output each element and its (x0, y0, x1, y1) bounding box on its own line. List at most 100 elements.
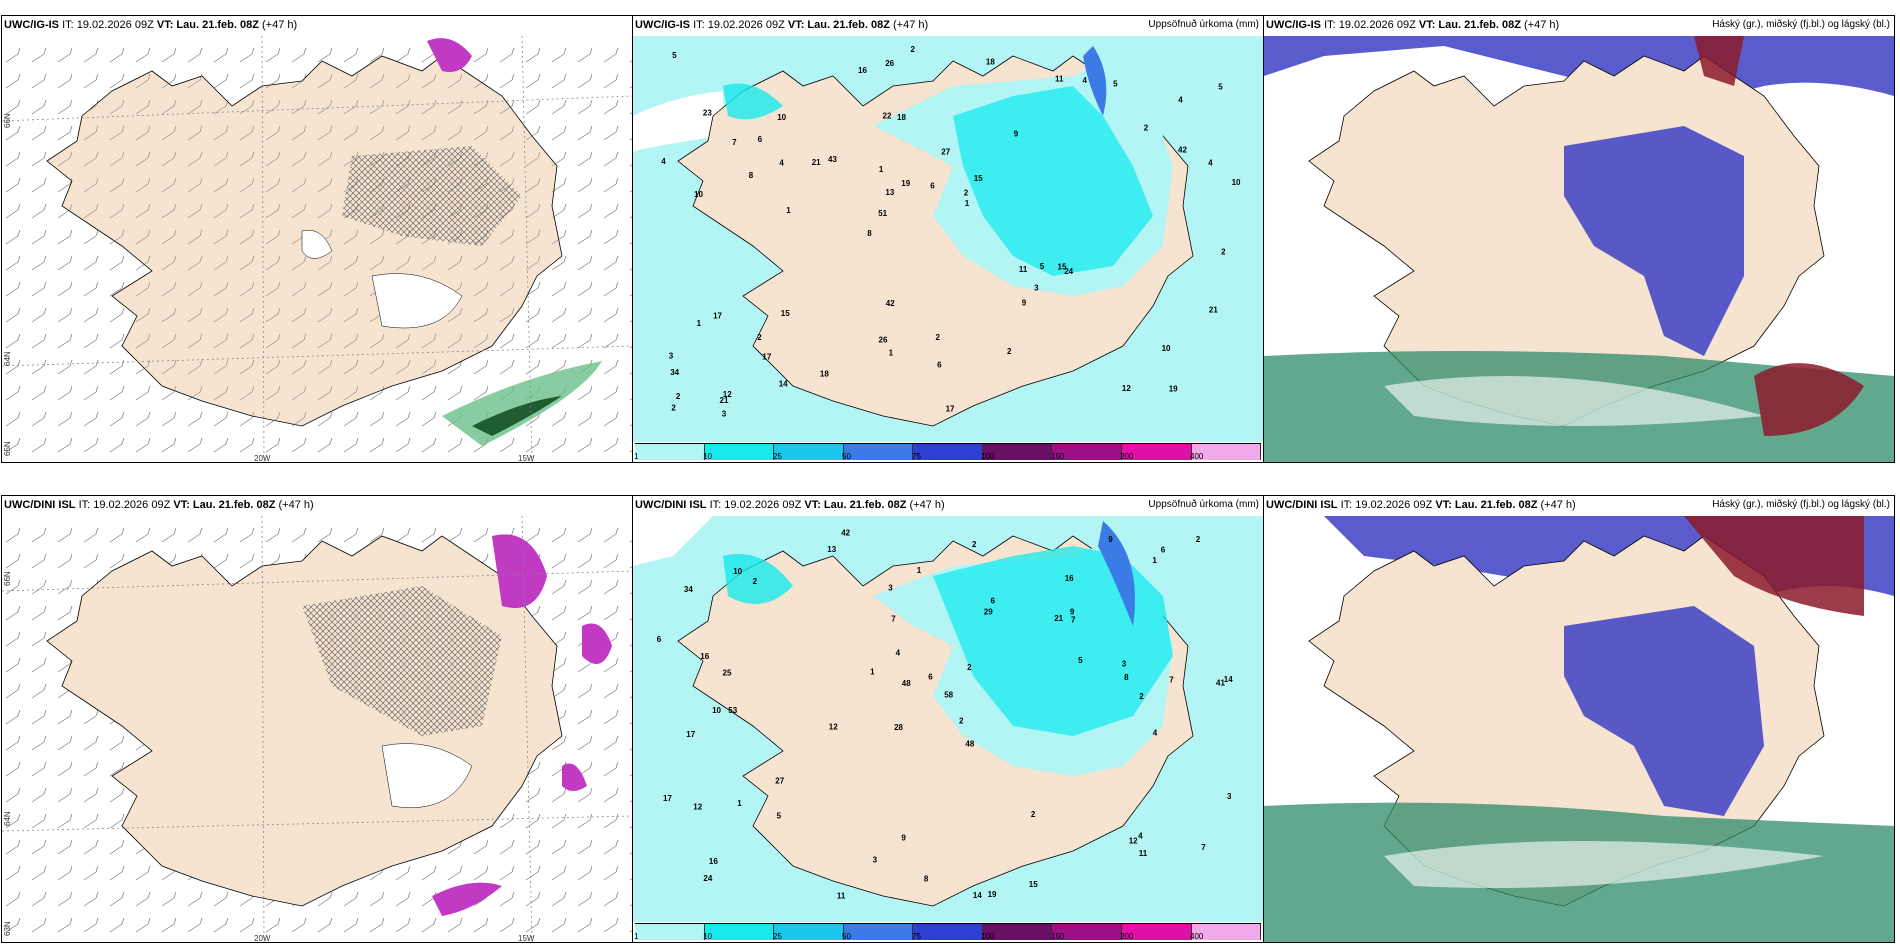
precip-station-value: 19 (1169, 384, 1178, 393)
colorbar-tick: 150 (1051, 932, 1065, 941)
precip-station-value: 12 (1122, 384, 1131, 393)
panel-header: UWC/IG-IS IT: 19.02.2026 09Z VT: Lau. 21… (4, 19, 297, 31)
precip-station-value: 1 (1152, 556, 1157, 565)
panel-header: UWC/DINI ISL IT: 19.02.2026 09Z VT: Lau.… (1266, 499, 1576, 511)
precip-station-value: 2 (959, 717, 964, 726)
precip-station-value: 17 (762, 353, 771, 362)
colorbar-swatch (704, 924, 775, 940)
precip-station-value: 1 (697, 319, 702, 328)
precip-station-value: 3 (1122, 660, 1127, 669)
lat-label-66n: 66N (3, 571, 12, 586)
precip-station-value: 27 (775, 777, 784, 786)
precip-station-value: 2 (967, 663, 972, 672)
precip-station-value: 4 (1153, 728, 1158, 737)
init-time: IT: 19.02.2026 09Z (78, 499, 171, 511)
precip-station-value: 6 (991, 596, 996, 605)
precip-station-value: 23 (703, 108, 712, 117)
precip-station-value: 8 (867, 229, 872, 238)
colorbar-swatch (704, 444, 775, 460)
precip-station-value: 3 (873, 856, 878, 865)
colorbar-swatch (635, 924, 705, 940)
precip-station-value: 26 (885, 59, 894, 68)
precip-station-value: 21 (812, 158, 821, 167)
panel-header: UWC/DINI ISL IT: 19.02.2026 09Z VT: Lau.… (4, 499, 314, 511)
precip-station-value: 15 (974, 174, 983, 183)
colorbar-tick: 150 (1051, 452, 1065, 461)
lat-label-66n: 66N (3, 113, 12, 128)
lead-time: (+47 h) (262, 19, 298, 31)
precip-station-value: 9 (1022, 298, 1027, 307)
precip-station-value: 2 (1031, 810, 1036, 819)
vt-label: VT: (173, 499, 190, 511)
colorbar-tick: 25 (773, 932, 782, 941)
precip-station-value: 2 (1144, 123, 1149, 132)
precip-station-value: 10 (712, 706, 721, 715)
precip-station-value: 53 (728, 706, 737, 715)
colorbar-swatch (1052, 924, 1122, 940)
precip-station-value: 5 (1040, 262, 1045, 271)
lead-time: (+47 h) (1524, 19, 1560, 31)
panel-wind-top: UWC/IG-IS IT: 19.02.2026 09Z VT: Lau. 21… (1, 15, 633, 463)
precip-station-value: 21 (1209, 305, 1218, 314)
precip-station-value: 1 (786, 206, 791, 215)
precip-station-value: 4 (1138, 832, 1143, 841)
precip-station-value: 2 (1007, 347, 1012, 356)
precip-station-value: 26 (879, 336, 888, 345)
precip-station-value: 2 (757, 333, 762, 342)
precip-station-value: 15 (1058, 262, 1067, 271)
colorbar-tick: 1 (634, 932, 639, 941)
precip-station-value: 48 (965, 740, 974, 749)
valid-time: Lau. 21.feb. 08Z (192, 499, 276, 511)
model-name: UWC/IG-IS (1266, 19, 1321, 31)
colorbar-swatch (913, 444, 983, 460)
colorbar-swatch (982, 924, 1053, 940)
precip-station-value: 2 (676, 392, 681, 401)
vt-label: VT: (1435, 499, 1452, 511)
precip-station-value: 9 (1070, 607, 1075, 616)
precip-station-value: 12 (829, 723, 838, 732)
precip-station-value: 5 (1078, 656, 1083, 665)
colorbar-swatch (1191, 444, 1262, 460)
colorbar-labels-bottom: 1 10 25 50 75 100 150 200 400 (634, 932, 1260, 942)
precip-station-value: 16 (709, 857, 718, 866)
map-precip-top: 1910489122227174334171815242326101142512… (633, 36, 1263, 442)
precip-station-value: 28 (894, 723, 903, 732)
precip-station-value: 17 (686, 730, 695, 739)
precip-station-value: 7 (1201, 843, 1206, 852)
precip-station-value: 17 (713, 311, 722, 320)
precip-station-value: 19 (901, 179, 910, 188)
precip-station-value: 24 (1064, 267, 1073, 276)
precip-station-value: 1 (889, 348, 894, 357)
precip-station-value: 2 (964, 189, 969, 198)
precip-station-value: 15 (781, 309, 790, 318)
precip-station-value: 21 (720, 396, 729, 405)
panel-precip-bottom: 42 16 41 28 48 53 34 21 17 29 58 24 13 12 14 19 9 9 5 27 25 1… (632, 495, 1264, 943)
precip-station-value: 10 (777, 113, 786, 122)
colorbar-swatch (843, 924, 914, 940)
lat-label-64n: 64N (3, 351, 12, 366)
precip-station-value: 4 (1178, 96, 1183, 105)
precip-station-value: 6 (1161, 546, 1166, 555)
valid-time: Lau. 21.feb. 08Z (176, 19, 259, 31)
model-name: UWC/DINI ISL (4, 499, 76, 511)
precip-station-value: 14 (779, 379, 788, 388)
precip-station-value: 1 (737, 799, 742, 808)
precip-station-value: 6 (758, 135, 763, 144)
precip-station-value: 4 (1083, 76, 1088, 85)
precip-station-value: 13 (827, 545, 836, 554)
colorbar-tick: 25 (773, 452, 782, 461)
precip-station-value: 25 (723, 668, 732, 677)
precip-station-value: 12 (723, 390, 732, 399)
valid-time: Lau. 21.feb. 08Z (807, 19, 890, 31)
precip-station-value: 1 (965, 199, 970, 208)
precip-station-value: 8 (749, 171, 754, 180)
precip-station-value: 16 (700, 652, 709, 661)
panel-wind-bottom: UWC/DINI ISL IT: 19.02.2026 09Z VT: Lau.… (1, 495, 633, 943)
colorbar-swatch (982, 444, 1053, 460)
precip-station-value: 19 (988, 890, 997, 899)
precip-station-value: 2 (671, 403, 676, 412)
colorbar-swatch (913, 924, 983, 940)
precip-station-value: 2 (972, 540, 977, 549)
precip-colorbar (635, 443, 1262, 460)
